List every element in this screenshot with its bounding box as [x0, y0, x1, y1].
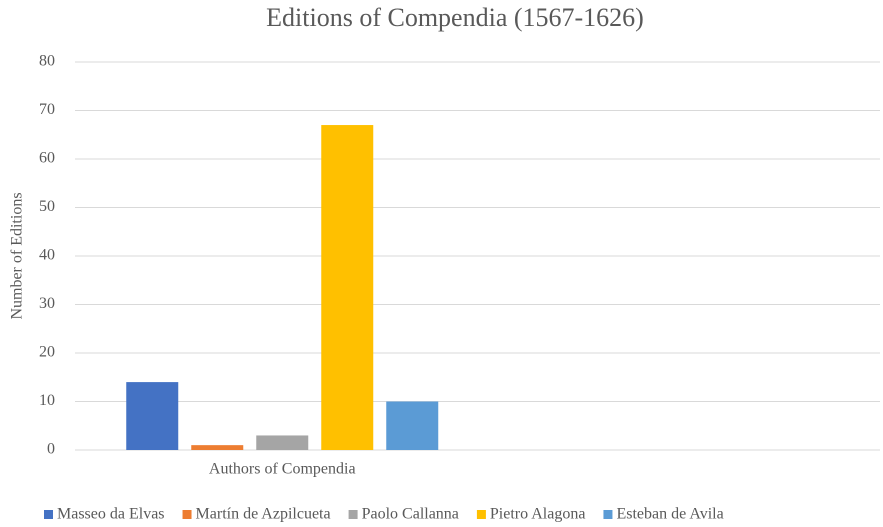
- x-tick-label: Authors of Compendia: [209, 461, 356, 478]
- y-tick-label: 30: [39, 295, 55, 312]
- legend-label: Martín de Azpilcueta: [196, 506, 331, 523]
- legend-label: Masseo da Elvas: [57, 506, 165, 523]
- bar: [256, 435, 309, 450]
- y-tick-label: 40: [39, 247, 55, 264]
- y-tick-label: 60: [39, 150, 55, 167]
- legend-swatch: [44, 510, 53, 519]
- legend-swatch: [348, 510, 358, 519]
- legend-swatch: [182, 510, 192, 519]
- chart-title: Editions of Compendia (1567-1626): [266, 3, 644, 32]
- y-axis-title: Number of Editions: [9, 192, 26, 319]
- bar: [386, 401, 439, 450]
- legend-label: Paolo Callanna: [362, 506, 459, 523]
- legend-label: Pietro Alagona: [490, 506, 586, 523]
- legend-label: Esteban de Avila: [616, 506, 723, 523]
- legend-swatch: [603, 510, 613, 519]
- bar: [191, 445, 244, 450]
- bar: [126, 382, 179, 450]
- y-tick-label: 80: [39, 53, 55, 70]
- legend-swatch: [476, 510, 486, 519]
- y-tick-label: 50: [39, 198, 55, 215]
- y-tick-label: 20: [39, 344, 55, 361]
- bar: [321, 125, 374, 451]
- y-tick-label: 10: [39, 392, 55, 409]
- y-tick-label: 70: [39, 101, 55, 118]
- y-tick-label: 0: [47, 441, 55, 458]
